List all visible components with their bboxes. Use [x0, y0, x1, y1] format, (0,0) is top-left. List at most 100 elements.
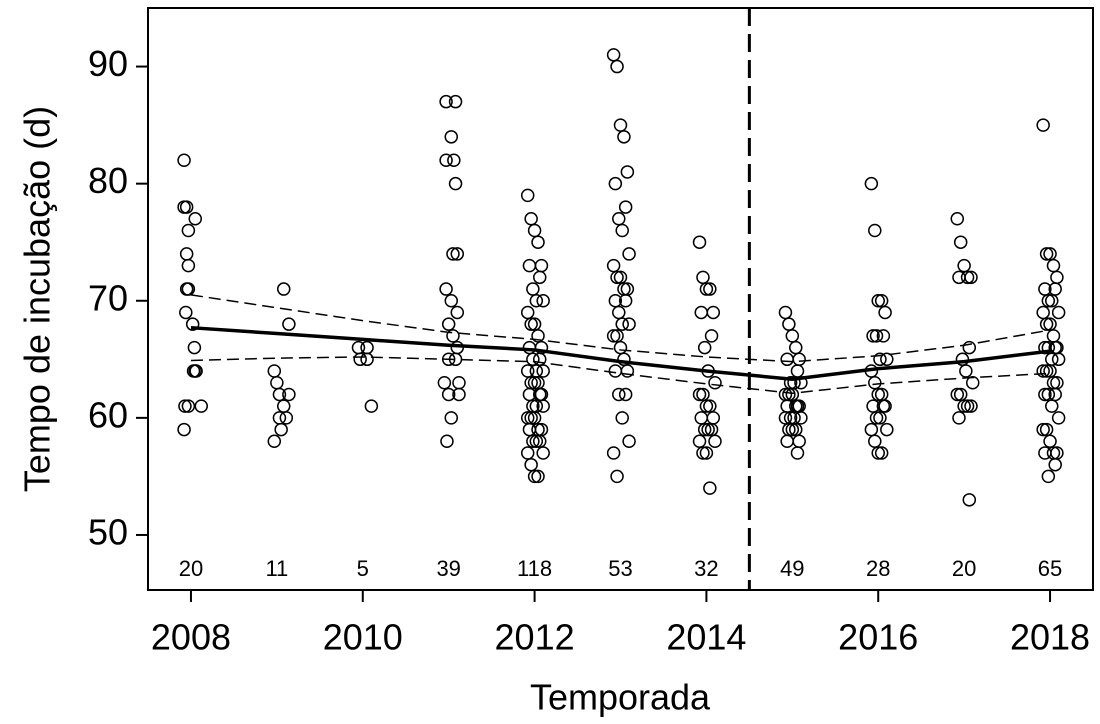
count-label: 28 — [866, 556, 890, 581]
point — [618, 294, 633, 308]
point — [615, 317, 629, 331]
point — [1050, 270, 1064, 285]
point — [444, 411, 459, 425]
point — [615, 411, 629, 425]
point — [608, 364, 623, 378]
point — [181, 258, 196, 273]
point — [179, 305, 193, 320]
point — [353, 352, 367, 367]
point — [965, 375, 980, 390]
point — [606, 446, 621, 460]
point — [608, 176, 623, 191]
point — [780, 352, 794, 367]
count-label: 39 — [436, 556, 460, 581]
point — [440, 434, 454, 449]
point — [276, 399, 291, 413]
point — [780, 434, 794, 449]
point — [1048, 457, 1062, 472]
point — [618, 387, 633, 402]
point — [531, 469, 545, 484]
point — [177, 422, 191, 437]
point — [868, 434, 882, 449]
point — [1041, 469, 1056, 484]
x-tick-label: 2014 — [666, 617, 746, 658]
point — [526, 282, 540, 296]
point — [178, 399, 192, 413]
point — [267, 434, 282, 449]
point — [706, 305, 721, 320]
point — [272, 411, 287, 425]
point — [950, 387, 965, 402]
point — [959, 364, 973, 378]
point — [452, 375, 466, 390]
point — [532, 270, 547, 285]
point — [177, 200, 191, 214]
point — [179, 247, 194, 261]
point — [1039, 317, 1054, 331]
point — [1046, 329, 1061, 343]
point — [520, 364, 535, 378]
point — [618, 200, 633, 214]
point — [697, 422, 712, 437]
point — [606, 329, 621, 343]
point — [1045, 294, 1059, 308]
plot-frame — [147, 7, 1094, 591]
point — [694, 411, 709, 425]
point — [789, 340, 803, 355]
point — [962, 493, 977, 507]
point — [522, 422, 537, 437]
point — [873, 352, 887, 367]
point — [1051, 305, 1066, 320]
point — [1043, 434, 1057, 449]
point — [692, 235, 707, 249]
y-tick-label: 80 — [88, 160, 128, 201]
point — [272, 387, 287, 402]
point — [957, 399, 971, 413]
point — [529, 294, 544, 308]
point — [613, 340, 628, 355]
point — [179, 200, 194, 214]
point — [452, 387, 466, 402]
y-tick-label: 70 — [88, 277, 128, 318]
point — [610, 270, 624, 285]
point — [1038, 446, 1052, 460]
y-tick-label: 90 — [88, 43, 128, 84]
point — [952, 270, 966, 285]
point — [282, 317, 296, 331]
point — [606, 258, 621, 273]
point — [960, 270, 975, 285]
point — [610, 469, 624, 484]
point — [1051, 411, 1066, 425]
point — [1036, 118, 1050, 132]
point — [1045, 399, 1059, 413]
point — [960, 399, 975, 413]
point — [189, 364, 203, 378]
point — [612, 387, 626, 402]
count-label: 49 — [780, 556, 804, 581]
x-tick-label: 2010 — [323, 617, 403, 658]
point — [177, 153, 191, 167]
point — [785, 422, 800, 437]
point — [694, 305, 709, 320]
point — [696, 446, 710, 460]
point — [708, 434, 722, 449]
point — [1039, 364, 1054, 378]
point — [282, 387, 296, 402]
point — [274, 422, 288, 437]
point — [697, 340, 712, 355]
count-label: 65 — [1038, 556, 1062, 581]
point — [181, 282, 196, 296]
point — [279, 411, 294, 425]
point — [612, 305, 626, 320]
count-label: 53 — [608, 556, 632, 581]
point — [450, 305, 465, 320]
point — [792, 434, 806, 449]
point — [876, 329, 891, 343]
point — [448, 176, 463, 191]
point — [699, 282, 714, 296]
point — [522, 340, 537, 355]
point — [692, 434, 707, 449]
point — [1045, 352, 1059, 367]
point — [790, 446, 805, 460]
